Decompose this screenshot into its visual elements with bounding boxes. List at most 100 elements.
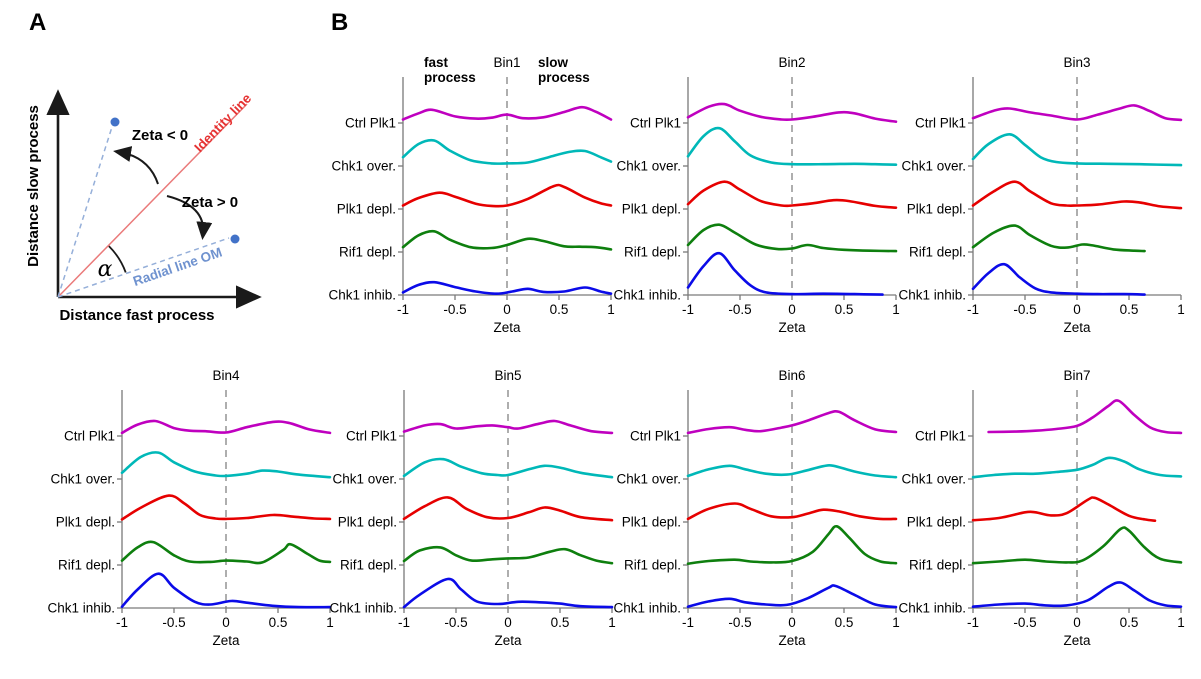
x-tick-label: 1	[1177, 302, 1185, 317]
x-tick-label: 0	[222, 615, 230, 630]
fast-process-header: fast	[424, 55, 449, 70]
subplot-title: Bin7	[1063, 368, 1090, 383]
x-tick-label: 0.5	[551, 615, 570, 630]
row-label: Ctrl Plk1	[345, 116, 396, 131]
ridge-curve-ctrl-plk1	[686, 410, 898, 435]
x-tick-label: 1	[892, 615, 900, 630]
row-label: Plk1 depl.	[907, 202, 966, 217]
zeta-positive-arrow	[166, 195, 213, 240]
radial-line-om	[57, 237, 230, 298]
ridge-curve-chk1-inhib	[401, 280, 613, 295]
row-label: Plk1 depl.	[622, 202, 681, 217]
alpha-angle-arc	[108, 245, 127, 273]
x-axis-label: Zeta	[494, 633, 522, 648]
panel-b-label: B	[331, 9, 349, 36]
ridge-curve-chk1-inhib	[971, 262, 1146, 296]
subplot-bin1: -1 -0.5 0 0.5 1 Zeta Bin1 fast process slow proces…	[328, 45, 625, 345]
zeta-negative-arrow	[113, 146, 159, 185]
row-label: Chk1 over.	[901, 159, 966, 174]
ridge-curve-plk1-depl	[971, 180, 1183, 210]
x-tick-label: 1	[607, 302, 615, 317]
subplot-title: Bin2	[778, 55, 805, 70]
row-label: Plk1 depl.	[338, 515, 397, 530]
ridge-curve-chk1-over	[971, 456, 1183, 479]
fast-process-header: process	[424, 70, 476, 85]
row-label: Plk1 depl.	[56, 515, 115, 530]
subplot-title: Bin3	[1063, 55, 1090, 70]
ridge-curve-ctrl-plk1	[686, 102, 898, 123]
ridge-curve-chk1-inhib	[686, 251, 884, 296]
x-tick-label: -1	[116, 615, 128, 630]
row-label: Plk1 depl.	[337, 202, 396, 217]
x-tick-label: -0.5	[443, 302, 466, 317]
x-tick-label: 0.5	[550, 302, 569, 317]
ridge-curve-rif1-depl	[686, 524, 898, 565]
ridge-curve-chk1-over	[686, 126, 898, 166]
ridge-curve-chk1-over	[402, 457, 614, 479]
data-point-slow	[110, 117, 120, 127]
x-axis-label: Zeta	[493, 320, 521, 335]
x-tick-label: -0.5	[1013, 615, 1036, 630]
x-tick-label: 0	[503, 302, 511, 317]
ridge-curve-plk1-depl	[402, 496, 614, 522]
x-axis-label: Zeta	[1063, 633, 1091, 648]
row-label: Ctrl Plk1	[915, 116, 966, 131]
ridge-curve-chk1-over	[686, 463, 898, 479]
subplot-bin7: -1 -0.5 0 0.5 1 Zeta Bin7 Ctrl Plk1 Chk1 over. Pl…	[898, 358, 1195, 658]
row-label: Rif1 depl.	[624, 558, 681, 573]
identity-line	[57, 103, 248, 298]
subplot-title: Bin1	[493, 55, 520, 70]
row-label: Rif1 depl.	[340, 558, 397, 573]
x-tick-label: 0	[788, 302, 796, 317]
subplot-bin4: -1 -0.5 0 0.5 1 Zeta Bin4 Ctrl Plk1 Chk1 over. Pl…	[47, 358, 344, 658]
panel-a-label: A	[29, 9, 47, 36]
row-label: Ctrl Plk1	[64, 429, 115, 444]
ridge-curve-chk1-inhib	[686, 584, 898, 609]
ridge-curve-rif1-depl	[971, 526, 1183, 565]
ridge-curve-plk1-depl	[120, 494, 332, 521]
row-label: Chk1 over.	[50, 472, 115, 487]
x-tick-label: -1	[967, 615, 979, 630]
row-label: Rif1 depl.	[624, 245, 681, 260]
row-label: Rif1 depl.	[58, 558, 115, 573]
x-tick-label: 0	[1073, 615, 1081, 630]
ridgeline-plot-bin1: -1 -0.5 0 0.5 1ZetaBin1fastprocessslowproces…	[328, 55, 615, 335]
ridgeline-plot-bin7: -1 -0.5 0 0.5 1 Zeta Bin7 Ctrl Plk1 Chk1 over. Pl…	[898, 368, 1184, 648]
x-tick-label: -1	[682, 302, 694, 317]
ridge-curve-ctrl-plk1	[987, 399, 1183, 435]
subplot-bin2: -1 -0.5 0 0.5 1 Zeta Bin2 Ctrl Plk1 Chk1 over. Pl…	[613, 45, 910, 345]
row-label: Chk1 inhib.	[613, 601, 681, 616]
subplot-title: Bin4	[212, 368, 240, 383]
x-tick-label: 0.5	[1120, 615, 1139, 630]
slow-process-header: slow	[538, 55, 569, 70]
steep-radial-dashed-line	[57, 126, 113, 298]
ridge-curve-rif1-depl	[402, 545, 614, 565]
x-axis-label: Zeta	[778, 633, 806, 648]
ridgeline-plot-bin5: -1 -0.5 0 0.5 1 Zeta Bin5 Ctrl Plk1 Chk1 over. Pl…	[329, 368, 616, 648]
ridge-curve-ctrl-plk1	[401, 105, 613, 121]
x-tick-label: 1	[326, 615, 334, 630]
x-tick-label: 1	[608, 615, 616, 630]
x-tick-label: -0.5	[728, 302, 751, 317]
x-tick-label: 0	[504, 615, 512, 630]
subplot-bin3: -1 -0.5 0 0.5 1 Zeta Bin3 Ctrl Plk1 Chk1 over. Pl…	[898, 45, 1195, 345]
row-label: Chk1 over.	[332, 472, 397, 487]
row-label: Rif1 depl.	[339, 245, 396, 260]
ridge-curve-ctrl-plk1	[120, 419, 332, 435]
row-label: Chk1 over.	[331, 159, 396, 174]
ridge-curve-chk1-over	[401, 138, 613, 165]
x-tick-label: -1	[397, 302, 409, 317]
ridge-curve-chk1-over	[120, 451, 332, 479]
row-label: Plk1 depl.	[907, 515, 966, 530]
ridge-curve-plk1-depl	[686, 502, 898, 521]
x-tick-label: 0	[1073, 302, 1081, 317]
subplot-title: Bin6	[778, 368, 805, 383]
x-tick-label: -0.5	[728, 615, 751, 630]
row-label: Chk1 inhib.	[328, 288, 396, 303]
x-tick-label: -1	[398, 615, 410, 630]
x-tick-label: 0.5	[835, 302, 854, 317]
row-label: Ctrl Plk1	[346, 429, 397, 444]
y-axis-label: Distance slow process	[25, 105, 42, 267]
